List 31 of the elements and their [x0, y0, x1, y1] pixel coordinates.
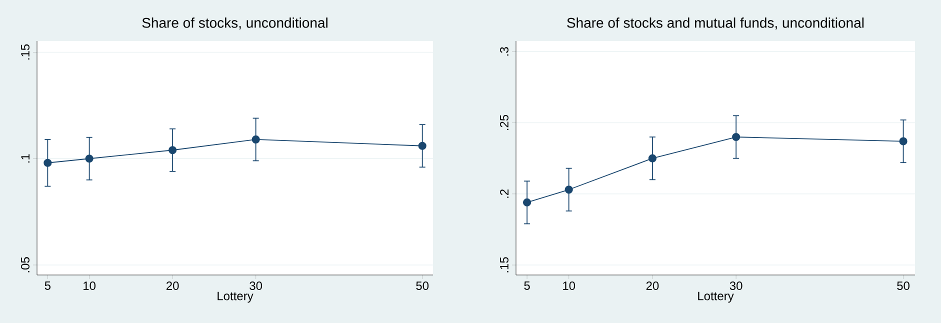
point	[252, 135, 260, 144]
y-tick-label: .25	[500, 114, 508, 130]
y-tick-label: .1	[21, 154, 30, 163]
x-tick-label: 50	[416, 282, 429, 290]
y-tick-label: .3	[500, 47, 508, 56]
x-tick-label: 5	[44, 282, 51, 290]
y-tick-label: .05	[20, 257, 30, 272]
x-tick-label: 30	[730, 282, 742, 290]
point	[564, 186, 573, 194]
x-tick-label: 20	[646, 282, 659, 290]
x-tick-label: 50	[897, 282, 910, 290]
point	[418, 142, 426, 150]
y-tick-label: .15	[21, 44, 30, 60]
x-axis-title: Lottery	[218, 292, 254, 303]
x-tick-label: 10	[84, 282, 96, 290]
x-tick-label: 20	[166, 282, 179, 290]
point	[732, 132, 740, 142]
point	[44, 158, 52, 167]
x-tick-label: 10	[563, 282, 576, 290]
x-axis-title: Lottery	[698, 292, 734, 303]
x-tick-label: 30	[250, 282, 262, 290]
point	[168, 146, 177, 154]
point	[899, 137, 908, 146]
chart-title: Share of stocks and mutual funds, unconditional	[567, 18, 864, 30]
point	[648, 154, 657, 162]
y-tick-label: .2	[500, 190, 508, 198]
chart-title: Share of stocks, unconditional	[142, 18, 328, 30]
x-tick-label: 5	[524, 282, 530, 290]
y-tick-label: .15	[500, 257, 508, 272]
point	[85, 154, 94, 163]
point	[522, 198, 532, 206]
